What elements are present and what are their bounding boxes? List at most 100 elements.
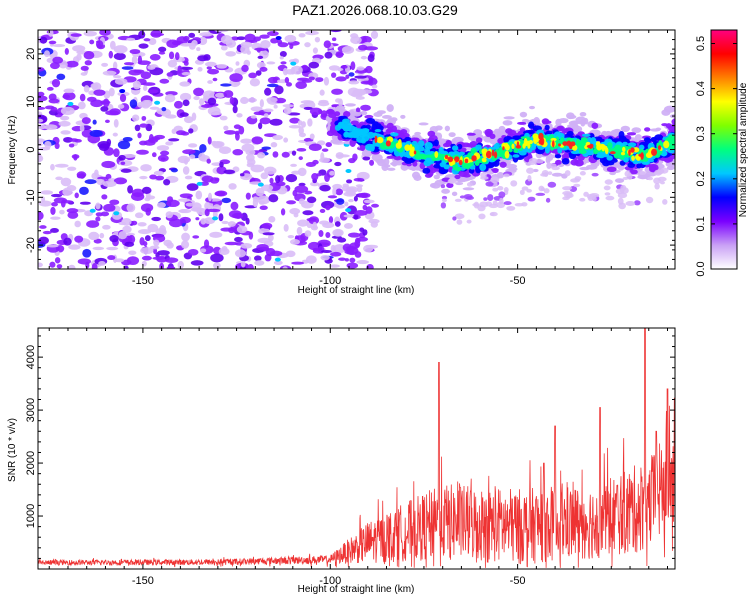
noise-blob [147,89,159,94]
ridge-tail-blob [466,182,473,187]
ridge-tail-blob [617,192,628,199]
noise-blob [247,158,256,166]
noise-blob [121,218,132,226]
noise-blob [179,112,189,117]
noise-blob [185,202,195,207]
noise-blob [131,114,140,122]
ridge-blob [485,131,492,138]
ridge-blob [400,129,408,135]
noise-blob [204,208,210,217]
noise-blob [223,90,234,98]
noise-blob [360,104,371,111]
noise-blob [113,45,128,54]
noise-blob [56,73,66,81]
ridge-blob [502,120,513,126]
ridge-blob [554,136,560,144]
ridge-blob [326,130,335,137]
noise-blob [225,51,237,57]
noise-blob [176,130,187,136]
noise-hotspot [275,35,282,40]
noise-blob [283,106,292,115]
noise-blob [68,143,75,148]
noise-blob [290,163,297,167]
ridge-tail-blob [478,213,486,220]
noise-blob [118,231,128,240]
ridge-blob [394,161,404,166]
ridge-blob [418,122,429,126]
ridge-blob [676,134,681,140]
ridge-blob [386,167,396,171]
noise-blob [109,199,120,205]
ridge-tail-blob [466,219,472,224]
noise-blob [230,201,239,211]
ridge-blob [448,132,456,138]
ridge-blob [606,166,617,172]
noise-blob [224,130,237,135]
noise-blob [148,134,154,143]
noise-blob [56,264,63,269]
ridge-blob [568,142,573,150]
noise-blob [334,229,342,237]
noise-blob [319,184,331,192]
noise-blob [139,140,148,146]
noise-blob [50,193,63,198]
noise-hotspot [345,208,352,213]
noise-blob [53,197,68,204]
noise-blob [137,222,147,227]
noise-blob [54,257,61,264]
ridge-tail-blob [603,185,611,191]
noise-blob [113,177,128,185]
noise-blob [188,32,196,38]
noise-blob [50,106,58,112]
noise-blob [80,72,88,76]
noise-blob [325,232,331,238]
noise-blob [283,223,289,232]
ridge-tail-blob [448,177,457,183]
noise-blob [186,183,199,191]
ridge-blob [622,141,628,146]
noise-blob [232,149,244,156]
ridge-tail-blob [527,174,532,182]
ridge-blob [551,172,563,177]
ridge-blob [414,153,423,160]
noise-blob [254,260,265,266]
ridge-blob [554,154,562,159]
noise-blob [247,263,254,269]
noise-blob [126,203,136,213]
noise-blob [149,106,160,110]
noise-blob [371,203,379,208]
ridge-tail-blob [466,196,474,200]
noise-blob [60,177,72,187]
ridge-tail-blob [660,167,669,174]
noise-blob [97,141,111,149]
ridge-blob [496,171,504,179]
noise-blob [65,60,79,68]
noise-blob [207,136,212,145]
noise-blob [121,66,134,70]
noise-blob [113,75,122,79]
ridge-blob [627,162,636,168]
ridge-blob [674,131,675,134]
noise-blob [305,30,319,36]
noise-blob [259,34,270,39]
y-tick-label: -20 [25,237,37,253]
noise-blob [347,232,361,238]
ridge-blob [435,125,443,131]
ridge-tail-blob [503,187,509,193]
ridge-tail-blob [456,219,463,225]
ridge-blob [464,158,469,164]
noise-blob [350,61,356,71]
noise-blob [362,156,371,161]
noise-blob [348,157,356,164]
ridge-blob [551,140,555,148]
ridge-blob [350,131,360,139]
noise-blob [340,65,348,69]
ridge-blob [562,141,568,146]
noise-blob [120,168,132,173]
ridge-blob [627,142,637,147]
ridge-blob [439,150,449,156]
noise-blob [77,101,86,110]
ridge-blob [629,169,638,175]
noise-blob [204,201,214,211]
ridge-blob [547,153,554,161]
